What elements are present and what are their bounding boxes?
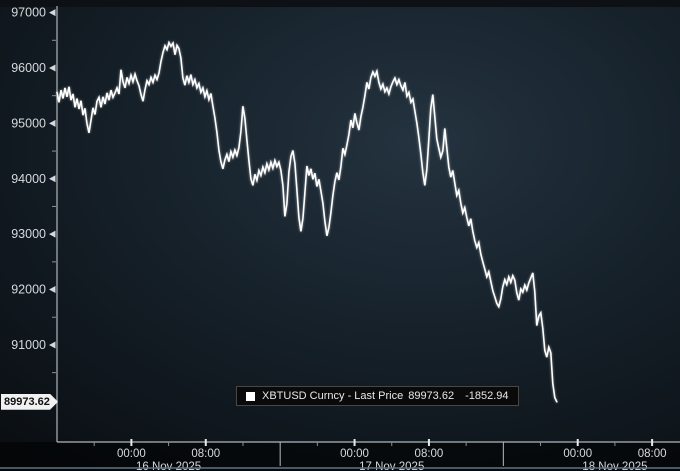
legend-series-swatch-icon [246, 391, 255, 401]
top-edge-strip [0, 0, 680, 7]
y-major-tick-arrow-icon [49, 341, 56, 349]
price-line [56, 40, 558, 403]
y-tick-label: 95000 [11, 116, 46, 130]
y-tick-label: 96000 [11, 61, 46, 75]
bottom-axis-strip [0, 442, 680, 471]
y-major-tick-arrow-icon [49, 230, 56, 238]
x-time-label: 08:00 [415, 448, 444, 460]
x-time-label: 08:00 [191, 448, 220, 460]
x-time-label: 08:00 [638, 448, 667, 460]
date-label: 18 Nov 2025 [582, 461, 647, 471]
y-major-tick-arrow-icon [49, 175, 56, 183]
y-major-tick-arrow-icon [49, 64, 56, 72]
x-time-label: 00:00 [563, 448, 592, 460]
y-tick-label: 93000 [11, 227, 46, 241]
y-tick-label: 97000 [11, 6, 46, 20]
legend-price-change: -1852.94 [465, 390, 509, 402]
y-major-tick-arrow-icon [49, 119, 56, 127]
y-tick-label: 92000 [11, 283, 46, 297]
y-tick-label: 91000 [11, 338, 46, 352]
y-major-tick-arrow-icon [49, 286, 56, 294]
date-label: 16 Nov 2025 [136, 461, 201, 471]
last-price-marker: 89973.62 [1, 394, 58, 410]
x-time-label: 00:00 [117, 448, 146, 460]
legend-series-name: XBTUSD Curncy - Last Price [262, 390, 404, 402]
x-time-label: 00:00 [340, 448, 369, 460]
y-tick-label: 94000 [11, 172, 46, 186]
date-label: 17 Nov 2025 [359, 461, 424, 471]
chart-plot-area[interactable] [57, 8, 680, 442]
y-major-tick-arrow-icon [49, 9, 56, 17]
chart-legend[interactable]: XBTUSD Curncy - Last Price 89973.62 -185… [236, 386, 519, 406]
legend-last-price: 89973.62 [408, 390, 455, 402]
